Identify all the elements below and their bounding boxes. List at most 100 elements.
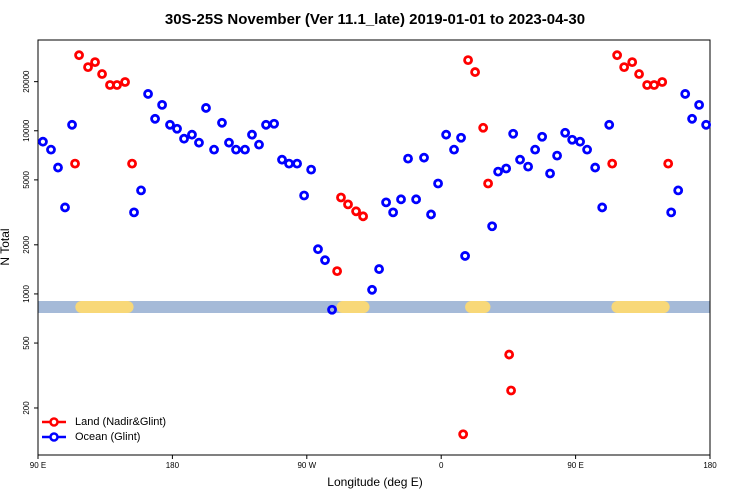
point	[460, 251, 470, 261]
point	[560, 127, 571, 138]
point	[396, 194, 406, 205]
point	[70, 158, 80, 169]
point	[582, 144, 592, 155]
point	[83, 62, 93, 73]
point	[224, 137, 234, 148]
point	[150, 113, 160, 124]
point	[634, 69, 644, 79]
x-tick-label: 180	[703, 461, 717, 470]
legend-marker	[49, 417, 59, 427]
chart-title: 30S-25S November (Ver 11.1_late) 2019-01…	[165, 11, 585, 28]
point	[501, 163, 512, 174]
y-tick-label: 10000	[22, 119, 31, 142]
y-axis-label: N Total	[0, 228, 12, 265]
point	[269, 118, 279, 129]
point	[515, 154, 525, 165]
y-tick-label: 500	[22, 336, 31, 350]
legend-label: Land (Nadir&Glint)	[75, 416, 166, 428]
y-tick-label: 20000	[22, 70, 31, 93]
point	[590, 162, 601, 173]
point	[46, 144, 56, 155]
x-tick-label: 90 E	[30, 461, 46, 470]
point	[470, 67, 480, 77]
point	[523, 161, 534, 172]
point	[449, 144, 459, 155]
point	[381, 197, 391, 208]
x-axis-label: Longitude (deg E)	[327, 475, 422, 489]
point	[403, 153, 413, 164]
point	[332, 266, 343, 277]
land-segment	[465, 301, 491, 313]
legend-label: Ocean (Glint)	[75, 431, 140, 443]
point	[487, 221, 498, 232]
point	[506, 385, 516, 396]
y-tick-label: 5000	[22, 170, 31, 188]
point	[358, 211, 368, 222]
point	[537, 131, 548, 142]
point	[687, 113, 697, 124]
point	[388, 207, 399, 218]
point	[367, 284, 377, 295]
ocean-band	[38, 301, 710, 313]
point	[673, 185, 684, 196]
point	[649, 80, 660, 90]
point	[97, 69, 107, 79]
point	[127, 158, 137, 169]
point	[493, 166, 503, 177]
point	[567, 134, 578, 145]
point	[277, 154, 287, 165]
point	[504, 349, 515, 360]
point	[67, 119, 77, 130]
point	[627, 57, 638, 68]
point	[194, 137, 204, 148]
point	[552, 150, 562, 161]
point	[666, 207, 677, 218]
point	[433, 178, 443, 189]
point	[129, 207, 139, 218]
point	[179, 133, 189, 144]
plot-frame	[37, 39, 711, 456]
point	[201, 103, 211, 113]
x-tick-label: 90 E	[567, 461, 583, 470]
point	[112, 80, 122, 90]
point	[663, 158, 674, 169]
point	[701, 119, 712, 130]
point	[299, 190, 310, 201]
point	[187, 129, 197, 140]
point	[336, 192, 346, 203]
point	[456, 132, 466, 143]
point	[240, 144, 250, 155]
point	[351, 206, 361, 217]
point	[657, 77, 668, 87]
point	[680, 89, 691, 99]
point	[209, 144, 219, 155]
x-tick-label: 180	[166, 461, 180, 470]
point	[172, 123, 182, 134]
point	[458, 429, 469, 440]
point	[508, 128, 519, 139]
point	[694, 99, 704, 110]
point	[74, 50, 84, 61]
point	[165, 119, 175, 130]
point	[607, 158, 618, 169]
legend-marker	[49, 432, 59, 442]
point	[463, 55, 473, 66]
point	[619, 62, 630, 73]
point	[53, 162, 63, 173]
point	[38, 136, 48, 147]
point	[157, 99, 167, 110]
point	[90, 57, 100, 68]
point	[483, 178, 493, 189]
point	[247, 129, 257, 140]
x-tick-label: 90 W	[297, 461, 316, 470]
point	[231, 144, 241, 155]
point	[217, 117, 227, 128]
point	[60, 202, 70, 213]
x-tick-label: 0	[439, 461, 444, 470]
point	[612, 50, 623, 61]
point	[343, 199, 353, 210]
point	[136, 185, 146, 196]
point	[313, 244, 323, 255]
y-tick-label: 2000	[22, 235, 31, 253]
